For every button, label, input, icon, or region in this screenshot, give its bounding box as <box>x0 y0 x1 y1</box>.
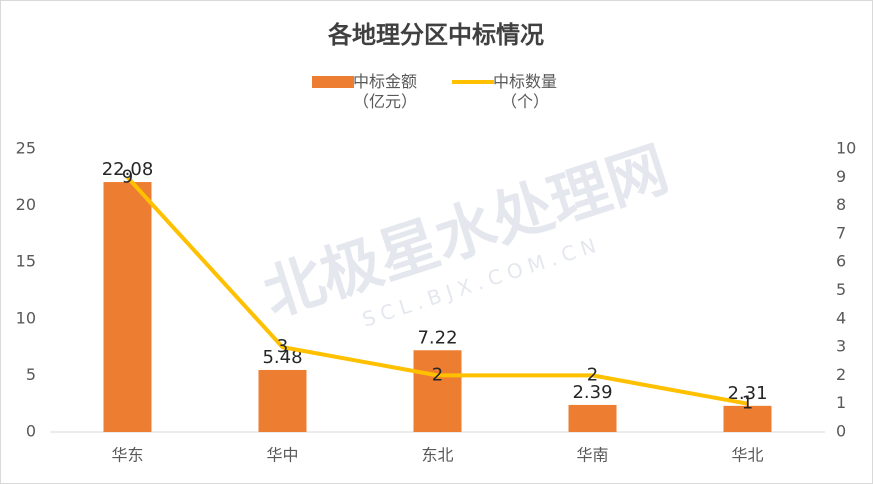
y2-tick-label: 9 <box>836 167 846 186</box>
x-tick-label: 华北 <box>731 446 763 465</box>
legend-label: 中标数量（个） <box>492 72 557 111</box>
bar <box>413 350 462 432</box>
y-tick-label: 0 <box>26 422 36 441</box>
bar <box>103 182 152 432</box>
data-label: 3 <box>277 336 288 357</box>
y2-tick-label: 4 <box>836 308 846 327</box>
y2-tick-label: 1 <box>836 393 846 412</box>
data-label: 9 <box>122 166 133 187</box>
line <box>126 175 748 406</box>
data-label: 2.39 <box>572 382 612 403</box>
data-label: 2 <box>432 364 443 385</box>
y-tick-label: 25 <box>16 139 36 158</box>
y2-tick-label: 6 <box>836 252 846 271</box>
y-tick-label: 5 <box>26 365 36 384</box>
data-label: 2 <box>587 364 598 385</box>
y2-tick-label: 3 <box>836 337 846 356</box>
data-label: 7.22 <box>417 327 457 348</box>
y-tick-label: 15 <box>16 252 36 271</box>
bar <box>568 404 617 432</box>
y2-tick-label: 0 <box>836 422 846 441</box>
y2-tick-label: 5 <box>836 280 846 299</box>
data-label: 5.48 <box>262 347 302 368</box>
data-label: 2.31 <box>727 383 767 404</box>
legend-swatch <box>312 76 354 88</box>
bar <box>258 369 307 432</box>
x-tick-label: 华东 <box>111 446 143 465</box>
data-label: 22.08 <box>102 159 154 180</box>
data-label: 1 <box>742 393 753 414</box>
y2-tick-label: 10 <box>836 139 856 158</box>
y2-tick-label: 2 <box>836 365 846 384</box>
bar <box>723 405 772 432</box>
y2-tick-label: 7 <box>836 223 846 242</box>
x-tick-label: 东北 <box>421 446 453 465</box>
y2-tick-label: 8 <box>836 195 846 214</box>
x-tick-label: 华南 <box>576 446 608 465</box>
x-tick-label: 华中 <box>266 446 298 465</box>
y-tick-label: 10 <box>16 308 36 327</box>
y-tick-label: 20 <box>16 195 36 214</box>
chart-title: 各地理分区中标情况 <box>327 21 544 49</box>
legend-label: 中标金额（亿元） <box>352 72 417 111</box>
